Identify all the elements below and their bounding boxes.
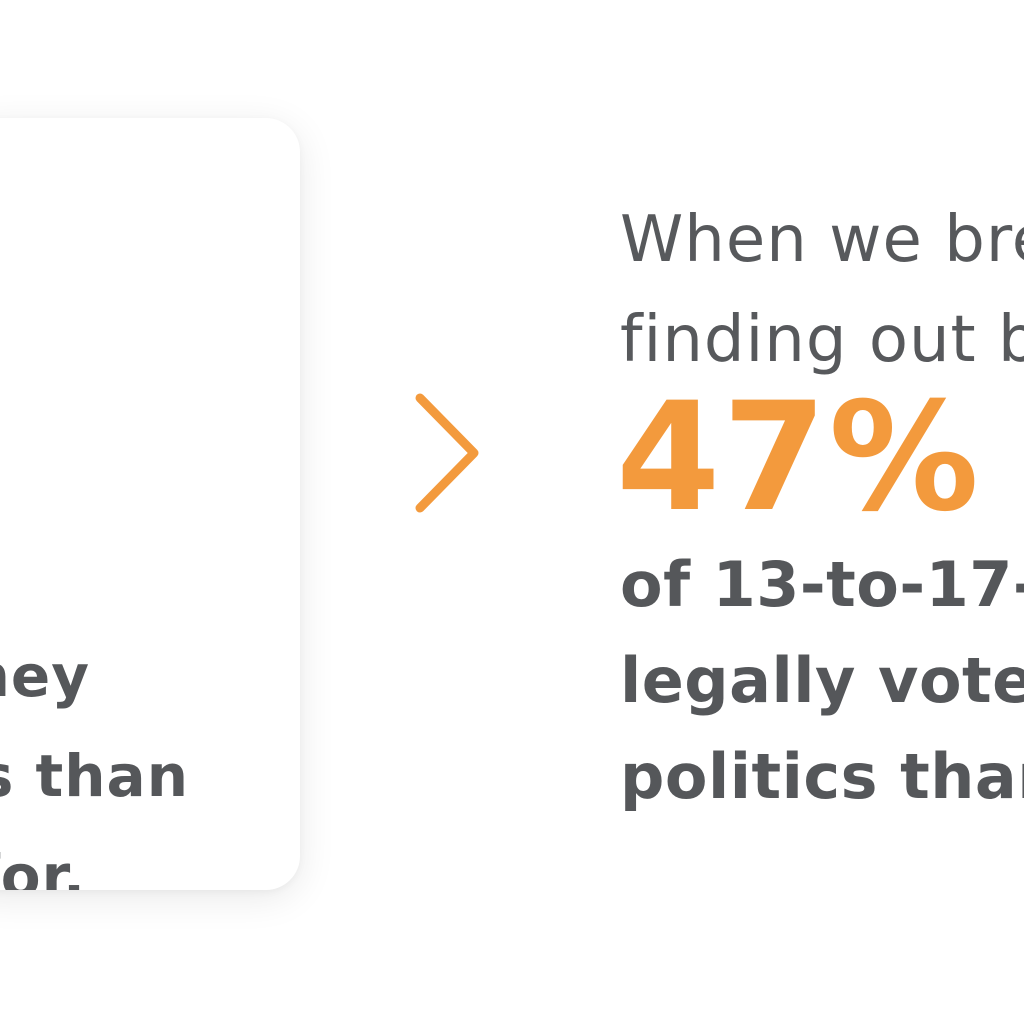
left-card-line-3: for. bbox=[0, 842, 86, 890]
intro-line-2: finding out b bbox=[620, 303, 1024, 377]
intro-text: When we bre finding out b bbox=[620, 190, 1024, 390]
left-card-line-2: s than bbox=[0, 742, 189, 810]
left-card-line-1: ney bbox=[0, 642, 90, 710]
desc-line-1: of 13-to-17-y bbox=[620, 548, 1024, 621]
chevron-right-icon[interactable] bbox=[410, 390, 486, 516]
stat-description: of 13-to-17-y legally vote- politics tha… bbox=[620, 537, 1024, 825]
desc-line-3: politics thar bbox=[620, 740, 1024, 813]
right-stat-panel: When we bre finding out b 47% of 13-to-1… bbox=[620, 0, 1024, 1024]
desc-line-2: legally vote- bbox=[620, 644, 1024, 717]
left-info-card: ney s than for. bbox=[0, 118, 300, 890]
intro-line-1: When we bre bbox=[620, 203, 1024, 277]
stat-percentage: 47% bbox=[620, 371, 982, 545]
